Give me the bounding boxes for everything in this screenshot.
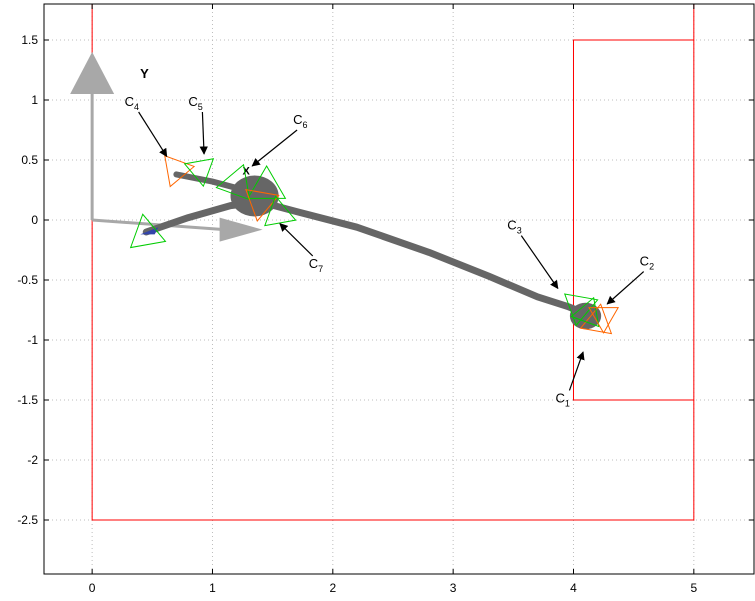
y-tick-label-6: -1.5	[17, 393, 38, 407]
frame-y-label: Y	[140, 66, 149, 81]
pose-triangle-9	[570, 296, 600, 328]
y-tick-label-8: -2.5	[17, 513, 38, 527]
pose-triangle-7	[563, 293, 599, 327]
trajectory-blob-0	[230, 175, 279, 217]
annotation-label-5: C6	[293, 112, 307, 130]
start-marker	[140, 227, 159, 235]
annotation-arrow-0	[568, 351, 585, 391]
plot-frame	[43, 3, 755, 575]
frame-x-arrowhead	[219, 217, 263, 242]
annotation-arrow-5	[251, 129, 298, 167]
boundary-inner-rect	[572, 39, 694, 401]
pose-triangle-10	[588, 307, 620, 334]
pose-triangle-3	[215, 163, 251, 201]
reference-frame: YX	[70, 52, 263, 242]
y-tick-label-3: 0	[31, 213, 38, 227]
annotation-arrow-1	[606, 271, 645, 305]
pose-markers	[129, 155, 620, 335]
frame-x-label: X	[243, 165, 251, 177]
boundary-outer-line	[91, 4, 695, 521]
pose-triangle-1	[164, 155, 196, 188]
x-tick-label-2: 2	[329, 581, 336, 595]
pose-triangle-2	[183, 158, 215, 188]
pose-triangle-0	[129, 213, 167, 249]
axes: 0 1 2 3 4 5 1.5 1 0.5 0 -0.5 -1 -1.5 -2 -2.5	[17, 4, 754, 595]
annotation-arrow-3	[138, 111, 168, 158]
pose-triangle-8	[579, 303, 613, 335]
x-tick-label-5: 5	[690, 581, 697, 595]
annotation-label-2: C3	[507, 218, 521, 236]
pose-triangle-6	[264, 195, 297, 227]
y-tick-label-7: -2	[27, 453, 38, 467]
annotation-arrow-6	[279, 223, 314, 257]
pose-triangle-5	[245, 188, 280, 222]
annotation-label-0: C1	[555, 390, 569, 408]
trajectory-path	[142, 198, 596, 320]
grid-lines	[44, 4, 754, 574]
x-tick-label-1: 1	[209, 581, 216, 595]
annotation-label-6: C7	[309, 256, 323, 274]
y-tick-label-5: -1	[27, 333, 38, 347]
x-tick-label-3: 3	[450, 581, 457, 595]
trajectory-blob-1	[569, 302, 602, 330]
annotation-arrow-4	[199, 111, 208, 155]
y-tick-label-0: 1.5	[21, 33, 38, 47]
pose-triangle-4	[247, 164, 287, 199]
environment-boundary	[91, 4, 695, 521]
annotation-label-3: C4	[125, 94, 139, 112]
frame-y-arrowhead	[70, 52, 115, 94]
annotation-arrow-2	[520, 235, 559, 290]
x-tick-label-4: 4	[570, 581, 577, 595]
x-tick-label-0: 0	[89, 581, 96, 595]
y-tick-label-1: 1	[31, 93, 38, 107]
annotation-label-4: C5	[188, 94, 202, 112]
y-tick-label-2: 0.5	[21, 153, 38, 167]
trajectory	[140, 171, 602, 330]
annotation-label-1: C2	[640, 254, 654, 272]
annotations: C1 C2 C3 C4 C5 C6 C7	[125, 94, 654, 408]
y-tick-label-4: -0.5	[17, 273, 38, 287]
